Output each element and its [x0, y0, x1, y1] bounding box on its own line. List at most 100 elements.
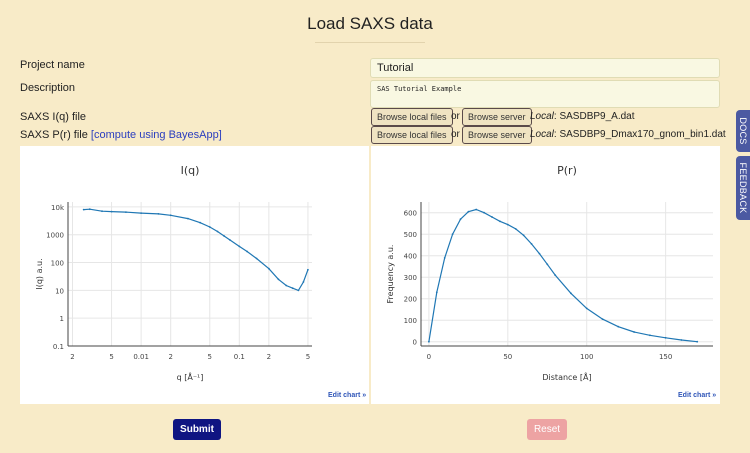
data-point [467, 210, 470, 213]
y-tick-label: 10k [51, 204, 65, 212]
x-axis-label: q [Å⁻¹] [177, 371, 204, 382]
data-point [223, 235, 226, 237]
iq-chart-panel: I(q) 0.1 1 10 100 1000 10k 2 5 0.01 2 5 0.1 2 5 q [Å⁻¹]… [20, 146, 369, 404]
data-point [617, 325, 620, 328]
data-point [506, 223, 509, 226]
data-point [491, 216, 493, 218]
y-tick-label: 100 [404, 317, 417, 325]
x-tick-label: 0 [427, 353, 431, 361]
data-point [649, 334, 651, 337]
project-name-label: Project name [20, 59, 85, 71]
data-point [110, 210, 113, 213]
data-point [302, 281, 305, 283]
data-point [255, 257, 258, 260]
data-point [530, 243, 533, 245]
page-title: Load SAXS data [307, 14, 433, 33]
data-point [499, 220, 501, 223]
y-tick-label: 300 [404, 274, 417, 282]
x-tick-label: 0.01 [133, 353, 149, 361]
data-point [633, 331, 635, 333]
y-tick-label: 400 [404, 253, 417, 261]
data-point [216, 230, 219, 233]
y-tick-label: 0 [413, 339, 417, 347]
data-point [268, 267, 270, 270]
data-point [664, 336, 667, 339]
chart-title: P(r) [557, 164, 577, 177]
data-point [208, 226, 211, 228]
iq-local-file: Local: SASDBP9_A.dat [530, 111, 635, 122]
y-tick-label: 0.1 [53, 343, 64, 351]
data-point [696, 340, 699, 343]
pr-browse-local-button[interactable]: Browse local files [371, 126, 453, 144]
pr-file-label-text: SAXS P(r) file [20, 129, 88, 141]
data-point [451, 233, 454, 236]
y-tick-label: 600 [404, 210, 417, 218]
data-point [88, 208, 91, 211]
data-point [228, 239, 231, 241]
data-point [522, 234, 525, 237]
iq-browse-server-button[interactable]: Browse server [462, 108, 532, 126]
project-name-input[interactable]: Tutorial [370, 58, 720, 78]
data-point [428, 340, 430, 343]
description-textarea[interactable]: SAS Tutorial Example [370, 80, 720, 108]
data-point [585, 307, 588, 310]
pr-edit-chart-link[interactable]: Edit chart » [678, 392, 717, 399]
iq-file-name: : SASDBP9_A.dat [553, 111, 635, 122]
data-point [246, 250, 249, 253]
pr-local-file: Local: SASDBP9_Dmax170_gnom_bin1.dat [530, 129, 726, 140]
iq-edit-chart-link[interactable]: Edit chart » [328, 392, 367, 399]
pr-chart: P(r) 0 100 200 300 400 500 600 0 50 100 150 Distance… [386, 164, 713, 382]
y-tick-label: 200 [404, 296, 417, 304]
docs-tab-label: DOCS [738, 117, 748, 145]
compute-bayesapp-link[interactable]: [compute using BayesApp] [90, 129, 222, 141]
data-point [101, 210, 103, 213]
title-divider [315, 42, 425, 43]
docs-tab[interactable]: DOCS [736, 110, 750, 152]
pr-file-label: SAXS P(r) file [compute using BayesApp] [20, 129, 222, 141]
iq-chart: I(q) 0.1 1 10 100 1000 10k 2 5 0.01 2 5 0.1 2 5 q [Å⁻¹]… [35, 164, 312, 382]
data-series-line [428, 208, 698, 343]
data-point [125, 211, 127, 213]
chart-title: I(q) [181, 164, 200, 177]
x-tick-label: 150 [659, 353, 672, 361]
iq-browse-local-button[interactable]: Browse local files [371, 108, 453, 126]
data-point [538, 252, 541, 255]
data-point [475, 208, 478, 211]
data-point [297, 289, 300, 292]
data-point [199, 221, 202, 224]
data-point [546, 263, 549, 266]
x-tick-label: 2 [168, 353, 172, 361]
y-tick-label: 1000 [46, 232, 64, 240]
data-point [601, 318, 604, 320]
y-tick-label: 10 [55, 287, 64, 295]
pr-local-prefix: Local [530, 129, 554, 140]
data-point [570, 292, 572, 295]
pr-or-text: or [451, 129, 460, 140]
pr-chart-panel: P(r) 0 100 200 300 400 500 600 0 50 100 150 Distance… [371, 146, 720, 404]
data-point [443, 257, 446, 259]
data-point [82, 208, 85, 211]
y-tick-label: 100 [51, 260, 64, 268]
x-tick-label: 50 [503, 353, 512, 361]
feedback-tab[interactable]: FEEDBACK [736, 156, 750, 220]
data-series-line [83, 208, 309, 292]
data-point [285, 284, 288, 287]
pr-browse-server-button[interactable]: Browse server [462, 126, 532, 144]
iq-or-text: or [451, 111, 460, 122]
data-point [514, 228, 517, 230]
y-tick-label: 1 [60, 315, 64, 323]
y-tick-label: 500 [404, 231, 417, 239]
submit-button[interactable]: Submit [173, 419, 221, 440]
data-point [483, 211, 485, 214]
y-axis-label: Frequency a.u. [386, 245, 395, 304]
iq-file-label: SAXS I(q) file [20, 111, 87, 123]
pr-file-name: : SASDBP9_Dmax170_gnom_bin1.dat [553, 129, 726, 140]
data-point [435, 291, 438, 294]
data-point [291, 287, 294, 290]
reset-button[interactable]: Reset [527, 419, 567, 440]
x-tick-label: 100 [580, 353, 593, 361]
data-point [169, 214, 172, 217]
x-tick-label: 0.1 [234, 353, 245, 361]
x-axis-label: Distance [Å] [542, 371, 591, 382]
data-point [187, 217, 189, 220]
